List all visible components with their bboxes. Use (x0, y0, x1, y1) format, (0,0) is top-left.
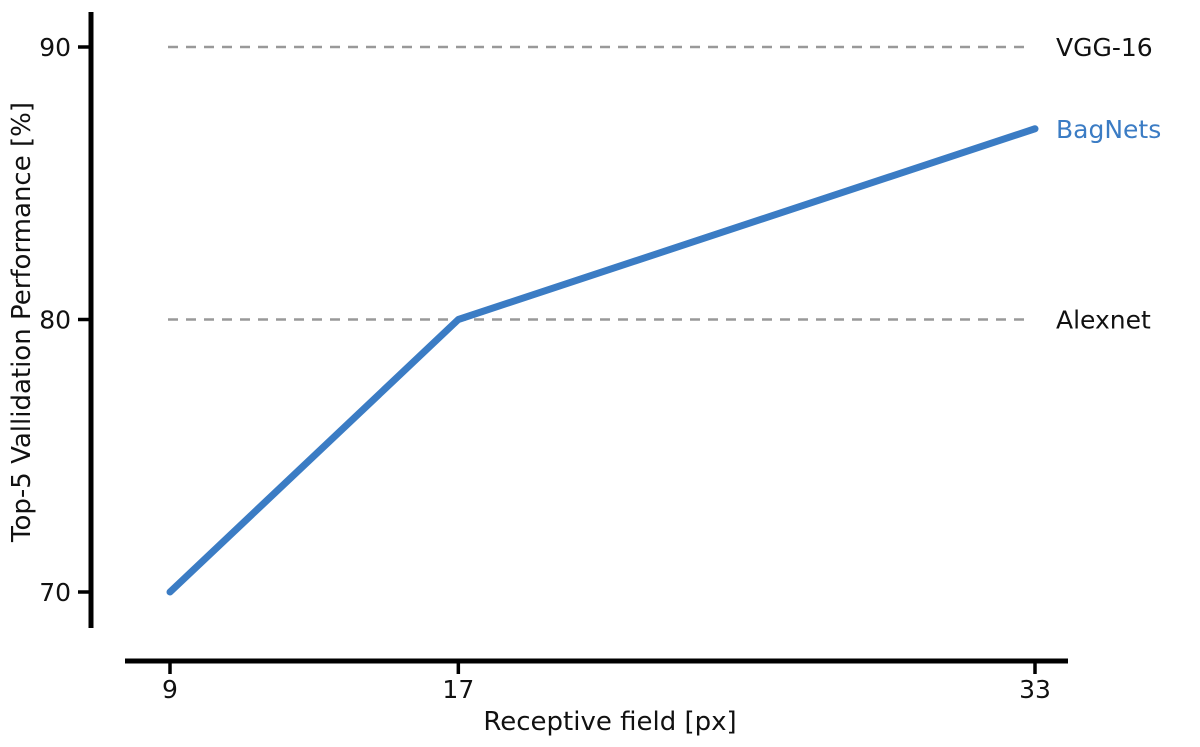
reference-lines (168, 45, 1030, 321)
y-tick-label: 70 (39, 578, 71, 607)
refline-label-vgg-16: VGG-16 (1056, 33, 1153, 62)
refline-label-alexnet: Alexnet (1056, 306, 1151, 335)
y-axis-label: Top-5 Vallidation Performance [%] (7, 102, 37, 543)
x-tick-label: 17 (442, 675, 474, 704)
y-axis: 70 80 90 (39, 12, 94, 628)
x-axis-label: Receptive field [px] (483, 707, 736, 737)
x-axis: 9 17 33 (125, 658, 1068, 704)
x-tick-label: 9 (162, 675, 178, 704)
x-tick-label: 33 (1019, 675, 1051, 704)
y-tick-label: 90 (39, 33, 71, 62)
series-lines (166, 125, 1039, 596)
annotation-labels: VGG-16 Alexnet BagNets (1056, 33, 1161, 335)
y-tick-label: 80 (39, 306, 71, 335)
series-line-bagnets (166, 125, 1039, 596)
series-label-bagnets: BagNets (1056, 115, 1161, 144)
